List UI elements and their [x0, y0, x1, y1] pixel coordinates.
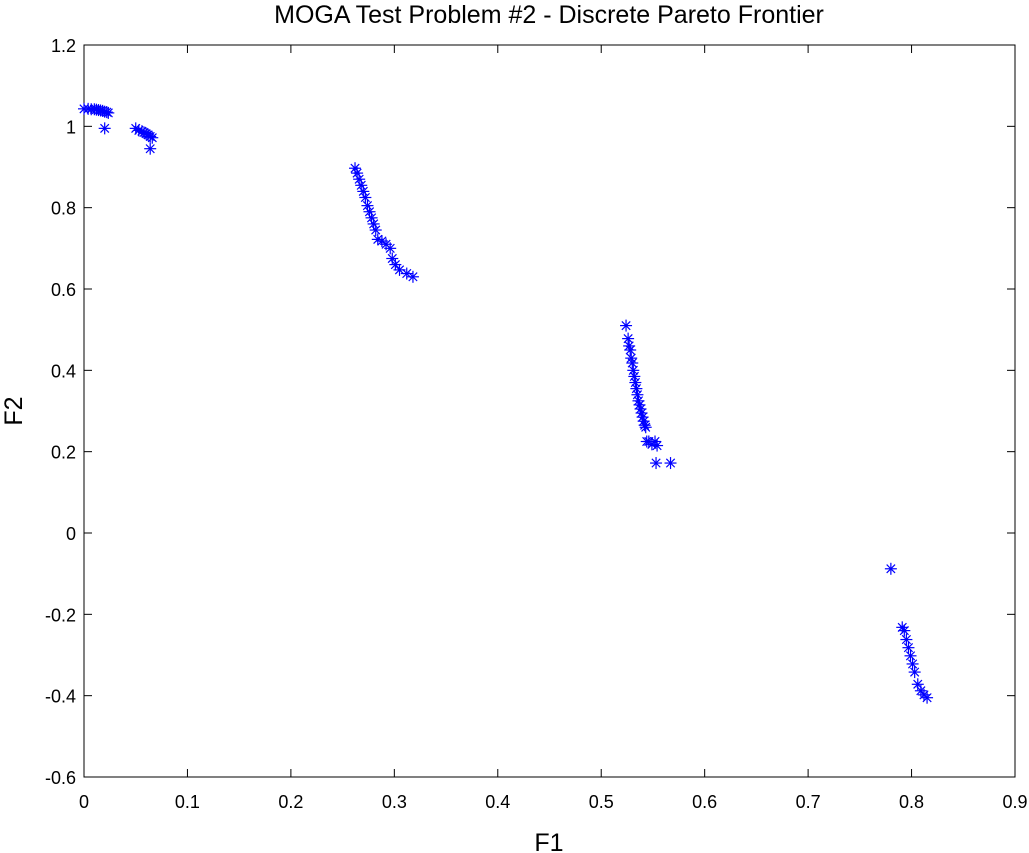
y-axis-label: F2 [0, 396, 28, 425]
data-points [78, 102, 934, 704]
data-point [904, 649, 917, 662]
y-tick-label: 1.2 [51, 36, 76, 56]
y-tick-label: -0.2 [45, 605, 76, 625]
data-point [900, 633, 913, 646]
y-tick-label: 0.8 [51, 199, 76, 219]
x-axis-label: F1 [534, 829, 563, 853]
x-tick-label: 0 [79, 792, 89, 812]
data-point [884, 562, 897, 575]
x-tick-label: 0.6 [692, 792, 717, 812]
x-tick-label: 0.5 [589, 792, 614, 812]
y-tick-label: 0.2 [51, 443, 76, 463]
x-tick-label: 0.2 [278, 792, 303, 812]
data-point [384, 242, 397, 255]
data-point [365, 211, 378, 224]
data-point [902, 641, 915, 654]
y-tick-label: 0.6 [51, 280, 76, 300]
chart-title: MOGA Test Problem #2 - Discrete Pareto F… [274, 1, 824, 29]
data-point [906, 657, 919, 670]
data-point [386, 252, 399, 265]
data-point [651, 439, 664, 452]
data-point [639, 421, 652, 434]
data-point [359, 191, 372, 204]
y-tick-label: -0.6 [45, 768, 76, 788]
y-tick-label: -0.4 [45, 687, 76, 707]
x-tick-label: 0.7 [796, 792, 821, 812]
data-point [624, 344, 637, 356]
x-tick-label: 0.4 [485, 792, 510, 812]
data-point [896, 621, 909, 634]
data-point [98, 122, 111, 135]
data-point [369, 224, 382, 237]
x-tick-label: 0.3 [382, 792, 407, 812]
x-tick-label: 0.9 [1002, 792, 1027, 812]
data-point [638, 419, 651, 432]
data-point [361, 199, 374, 212]
data-point [664, 457, 677, 470]
data-point [144, 142, 157, 155]
axis-ticks: 0 0.1 0.2 0.3 0.4 0.5 0.6 0.7 0.8 0.9 -0.6 -0.4 -0.2… [45, 36, 1028, 812]
data-point [146, 131, 159, 144]
data-point [921, 691, 934, 704]
plot-area [83, 44, 1016, 778]
data-point [908, 666, 921, 679]
x-tick-label: 0.8 [899, 792, 924, 812]
data-point [349, 162, 362, 175]
data-point [102, 106, 115, 119]
data-point [406, 270, 419, 283]
data-point [620, 319, 633, 332]
data-point [650, 457, 663, 470]
y-tick-label: 1 [66, 117, 76, 137]
data-point [351, 167, 364, 180]
x-tick-label: 0.1 [175, 792, 200, 812]
y-tick-label: 0 [66, 524, 76, 544]
data-point [144, 130, 157, 143]
y-tick-label: 0.4 [51, 361, 76, 381]
data-point [898, 624, 911, 637]
